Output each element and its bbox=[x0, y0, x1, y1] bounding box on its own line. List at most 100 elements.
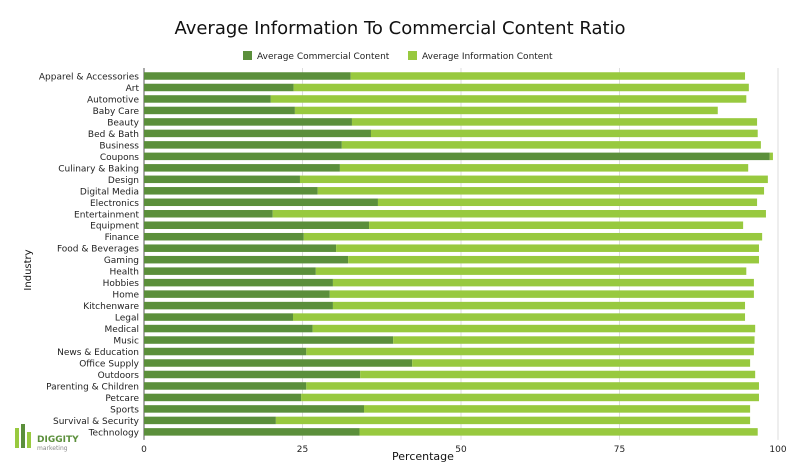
chart-title: Average Information To Commercial Conten… bbox=[174, 18, 625, 39]
y-tick-label: Gaming bbox=[104, 256, 139, 266]
bar-average-information-content bbox=[363, 405, 751, 413]
bar-average-commercial-content bbox=[144, 313, 293, 321]
bar-average-information-content bbox=[339, 164, 749, 172]
bar-average-commercial-content bbox=[144, 301, 333, 310]
logo-subtext: marketing bbox=[37, 445, 68, 452]
y-tick-label: Hobbies bbox=[103, 279, 140, 289]
bar-average-commercial-content bbox=[144, 232, 304, 241]
bar-average-information-content bbox=[301, 393, 759, 402]
bar-average-commercial-content bbox=[144, 141, 342, 149]
x-tick-label: 75 bbox=[614, 445, 625, 455]
y-tick-label: Office Supply bbox=[79, 360, 139, 370]
y-tick-label: Coupons bbox=[100, 153, 139, 163]
bar-average-commercial-content bbox=[144, 267, 316, 275]
bar-average-information-content bbox=[332, 301, 746, 310]
logo-text: DIGGITY bbox=[37, 435, 79, 445]
bar-average-information-content bbox=[370, 129, 758, 138]
bar-average-information-content bbox=[306, 382, 759, 390]
bar-average-information-content bbox=[329, 290, 754, 298]
y-tick-label: Electronics bbox=[90, 199, 139, 209]
y-tick-label: Culinary & Baking bbox=[58, 164, 139, 174]
y-tick-label: Music bbox=[113, 337, 139, 347]
legend-label: Average Commercial Content bbox=[257, 52, 390, 62]
x-tick-labels: 0 25 50 75 100 bbox=[141, 445, 787, 455]
bar-average-commercial-content bbox=[144, 278, 333, 287]
bar-average-commercial-content bbox=[144, 118, 352, 126]
y-tick-label: Kitchenware bbox=[83, 302, 139, 312]
y-tick-label: Digital Media bbox=[80, 187, 139, 197]
bar-average-information-content bbox=[292, 313, 746, 321]
bar-average-commercial-content bbox=[144, 255, 349, 264]
bar-average-commercial-content bbox=[144, 221, 370, 229]
bars bbox=[144, 72, 773, 436]
bar-average-information-content bbox=[270, 95, 747, 103]
bar-average-information-content bbox=[359, 428, 758, 436]
y-tick-label: Survival & Security bbox=[53, 417, 140, 427]
bar-average-information-content bbox=[315, 267, 747, 275]
y-tick-label: Automotive bbox=[87, 95, 140, 105]
bar-average-information-content bbox=[293, 83, 749, 92]
y-tick-label: Outdoors bbox=[98, 371, 140, 381]
bar-average-commercial-content bbox=[144, 244, 337, 252]
legend: Average Commercial Content Average Inform… bbox=[243, 51, 553, 62]
diggity-logo: DIGGITY marketing bbox=[15, 424, 79, 452]
bar-average-commercial-content bbox=[144, 347, 307, 356]
bar-average-commercial-content bbox=[144, 405, 364, 413]
bar-average-commercial-content bbox=[144, 382, 307, 390]
bar-average-information-content bbox=[769, 152, 773, 161]
bar-average-information-content bbox=[294, 106, 718, 115]
bar-average-information-content bbox=[299, 175, 768, 184]
y-tick-label: Finance bbox=[105, 233, 140, 243]
y-tick-label: Medical bbox=[105, 325, 139, 335]
y-tick-label: Bed & Bath bbox=[88, 130, 139, 140]
y-tick-label: Baby Care bbox=[93, 107, 140, 117]
bar-average-commercial-content bbox=[144, 359, 413, 367]
y-tick-label: Art bbox=[126, 84, 140, 94]
legend-swatch bbox=[408, 51, 417, 60]
bar-average-commercial-content bbox=[144, 198, 378, 207]
y-tick-label: Beauty bbox=[107, 118, 139, 128]
bar-average-information-content bbox=[312, 324, 756, 333]
x-tick-label: 0 bbox=[141, 445, 147, 455]
bar-average-information-content bbox=[306, 347, 754, 356]
y-tick-label: Entertainment bbox=[74, 210, 139, 220]
bar-average-information-content bbox=[377, 198, 758, 207]
bar-average-commercial-content bbox=[144, 210, 273, 218]
y-tick-label: Health bbox=[109, 268, 139, 278]
bar-average-information-content bbox=[275, 416, 751, 425]
y-tick-label: News & Education bbox=[57, 348, 139, 358]
bar-average-information-content bbox=[332, 278, 754, 287]
bar-average-information-content bbox=[336, 244, 759, 252]
bar-average-commercial-content bbox=[144, 175, 300, 184]
bar-average-commercial-content bbox=[144, 95, 271, 103]
x-tick-label: 100 bbox=[769, 445, 786, 455]
bar-average-commercial-content bbox=[144, 324, 313, 333]
bar-average-commercial-content bbox=[144, 428, 360, 436]
bar-average-commercial-content bbox=[144, 164, 340, 172]
bar-average-information-content bbox=[272, 210, 766, 218]
bar-average-commercial-content bbox=[144, 370, 361, 379]
bar-average-information-content bbox=[303, 232, 763, 241]
y-tick-label: Apparel & Accessories bbox=[39, 73, 139, 83]
bar-average-information-content bbox=[317, 187, 765, 195]
bar-average-commercial-content bbox=[144, 83, 294, 92]
y-tick-label: Food & Beverages bbox=[57, 245, 139, 255]
y-tick-label: Sports bbox=[110, 405, 139, 415]
bar-average-commercial-content bbox=[144, 187, 318, 195]
bar-average-information-content bbox=[350, 72, 746, 80]
y-tick-label: Parenting & Children bbox=[46, 382, 139, 392]
bar-average-commercial-content bbox=[144, 129, 371, 138]
bar-average-information-content bbox=[341, 141, 761, 149]
bar-average-information-content bbox=[348, 255, 759, 264]
bar-average-information-content bbox=[393, 336, 755, 344]
x-tick-label: 25 bbox=[297, 445, 308, 455]
bar-average-information-content bbox=[412, 359, 751, 367]
y-tick-label: Legal bbox=[115, 314, 139, 324]
legend-swatch bbox=[243, 51, 252, 60]
bar-average-commercial-content bbox=[144, 72, 351, 80]
bar-average-commercial-content bbox=[144, 106, 295, 115]
y-axis-label: Industry bbox=[23, 249, 34, 290]
